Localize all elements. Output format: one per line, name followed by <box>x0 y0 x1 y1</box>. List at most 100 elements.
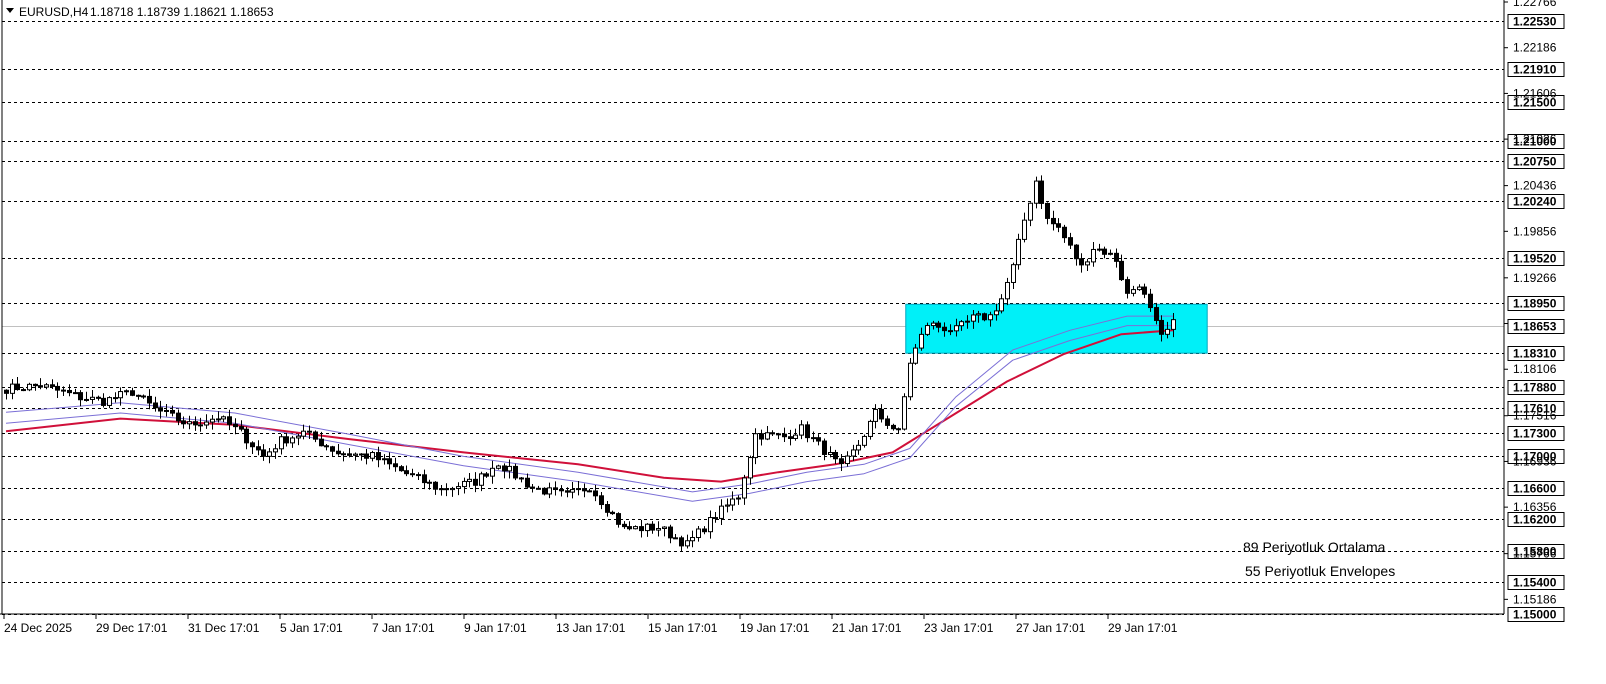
candle <box>868 419 873 440</box>
candle <box>210 414 215 430</box>
bear-candle-body <box>433 481 438 490</box>
candle <box>1165 321 1170 339</box>
candle <box>793 428 798 441</box>
ma-legend-label: 89 Periyotluk Ortalama <box>1243 539 1386 555</box>
candle <box>376 446 381 468</box>
bull-candle-body <box>971 314 976 322</box>
y-tick-label: 1.18106 <box>1513 362 1557 376</box>
price-level-label: 1.17610 <box>1513 402 1557 416</box>
bull-candle-body <box>576 488 581 491</box>
candle <box>284 432 289 447</box>
bear-candle-body <box>582 488 587 492</box>
bull-candle-body <box>730 498 735 506</box>
candle <box>1028 202 1033 227</box>
candle <box>1097 243 1102 252</box>
bull-candle-body <box>1016 238 1021 266</box>
candle <box>279 434 284 455</box>
bear-candle-body <box>1102 248 1107 255</box>
bear-candle-body <box>284 436 289 444</box>
candle <box>925 322 930 337</box>
bull-candle-body <box>353 453 358 456</box>
bull-candle-body <box>44 384 49 388</box>
bear-candle-body <box>193 421 198 426</box>
candle <box>410 468 415 478</box>
candle <box>50 379 55 389</box>
candle <box>610 510 615 515</box>
candle <box>33 383 38 391</box>
bull-candle-body <box>10 383 15 394</box>
candle <box>330 445 335 457</box>
candle <box>78 390 83 407</box>
candle <box>770 430 775 437</box>
bull-candle-body <box>748 457 753 479</box>
candle <box>622 521 627 529</box>
symbol-label: EURUSD,H4 <box>19 5 89 19</box>
bear-candle-body <box>599 495 604 506</box>
bull-candle-body <box>1171 319 1176 330</box>
candle <box>599 491 604 510</box>
price-level-lines <box>2 21 1504 615</box>
price-level-box <box>1507 575 1565 590</box>
bear-candle-body <box>833 452 838 460</box>
bull-candle-body <box>742 477 747 499</box>
bull-candle-body <box>439 488 444 491</box>
bull-candle-body <box>273 448 278 453</box>
candle <box>427 479 432 490</box>
candle <box>267 447 272 464</box>
price-axis: 1.22530 1.21910 1.21500 1.21000 1.20750 1.202… <box>0 0 1565 622</box>
bear-candle-body <box>1154 307 1159 321</box>
envelope-legend-label: 55 Periyotluk Envelopes <box>1245 563 1395 579</box>
bear-candle-body <box>891 424 896 430</box>
candle <box>347 448 352 458</box>
price-level-label: 1.20750 <box>1513 155 1557 169</box>
bear-candle-body <box>153 402 158 409</box>
candle <box>1085 258 1090 271</box>
bull-candle-body <box>359 453 364 456</box>
bear-candle-body <box>147 395 152 404</box>
candle <box>828 446 833 458</box>
bull-candle-body <box>73 392 78 395</box>
bull-candle-body <box>873 408 878 422</box>
envelope-lines <box>5 315 1173 502</box>
price-level-label: 1.20240 <box>1513 195 1557 209</box>
candle <box>805 421 810 443</box>
candle <box>496 464 501 470</box>
candle <box>1137 284 1142 291</box>
price-level-box <box>1507 449 1565 464</box>
price-level-label: 1.15000 <box>1513 608 1557 622</box>
bear-candle-body <box>627 526 632 530</box>
candle <box>988 311 993 327</box>
y-tick-label: 1.19856 <box>1513 224 1557 238</box>
bear-candle-body <box>78 392 83 401</box>
x-tick-label: 23 Jan 17:01 <box>924 621 994 635</box>
bull-candle-body <box>382 458 387 461</box>
bear-candle-body <box>896 428 901 431</box>
candle <box>565 487 570 498</box>
bull-candle-body <box>828 452 833 455</box>
bear-candle-body <box>713 517 718 520</box>
bear-candle-body <box>170 409 175 414</box>
bear-candle-body <box>4 389 9 394</box>
candle <box>673 533 678 540</box>
bull-candle-body <box>994 310 999 316</box>
bull-candle-body <box>107 397 112 406</box>
candle <box>896 427 901 434</box>
price-level-box <box>1507 194 1565 209</box>
y-tick-label: 1.16356 <box>1513 500 1557 514</box>
bull-candle-body <box>1137 286 1142 291</box>
bear-candle-body <box>410 473 415 476</box>
candle <box>261 444 266 461</box>
candle <box>725 498 730 513</box>
candle <box>873 404 878 429</box>
candle <box>690 530 695 548</box>
bear-candle-body <box>319 438 324 447</box>
candle <box>662 526 667 537</box>
dropdown-triangle-icon[interactable] <box>6 8 14 13</box>
candle <box>668 524 673 544</box>
bear-candle-body <box>622 523 627 528</box>
bull-candle-body <box>467 478 472 482</box>
candle <box>931 320 936 330</box>
bull-candle-body <box>656 528 661 531</box>
candle <box>1011 262 1016 290</box>
